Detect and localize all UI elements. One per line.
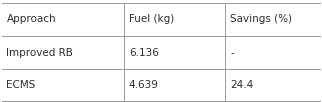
Text: Savings (%): Savings (%) bbox=[230, 14, 292, 24]
Text: Approach: Approach bbox=[6, 14, 56, 24]
Text: -: - bbox=[230, 48, 234, 58]
Text: Improved RB: Improved RB bbox=[6, 48, 73, 58]
Text: ECMS: ECMS bbox=[6, 80, 36, 90]
Text: Fuel (kg): Fuel (kg) bbox=[129, 14, 174, 24]
Text: 4.639: 4.639 bbox=[129, 80, 159, 90]
Text: 24.4: 24.4 bbox=[230, 80, 253, 90]
Text: 6.136: 6.136 bbox=[129, 48, 159, 58]
